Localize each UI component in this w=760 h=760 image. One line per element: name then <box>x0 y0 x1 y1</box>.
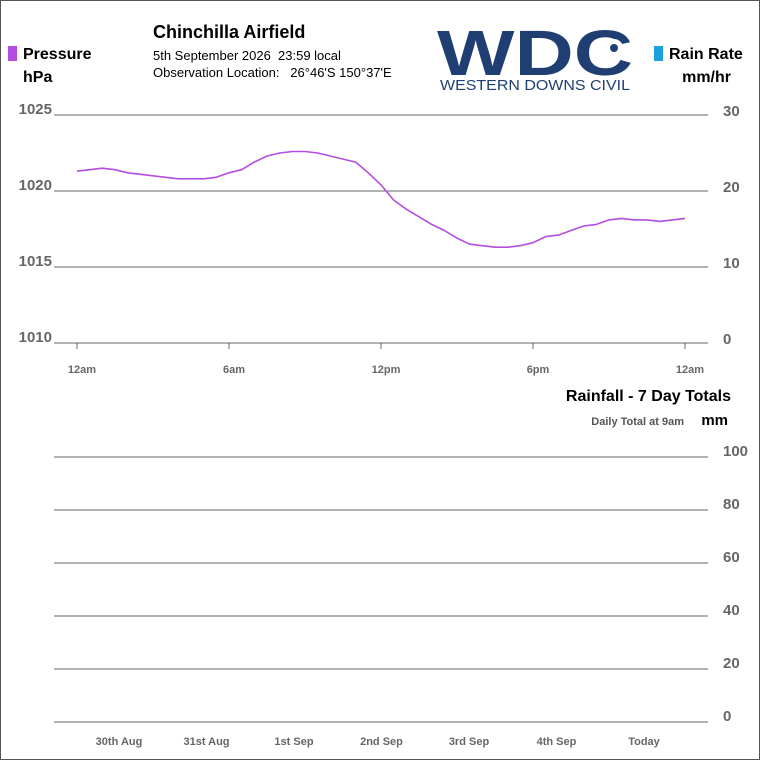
y-right-tick-label: 40 <box>723 602 740 619</box>
wdc-logo-graphic: WDC WESTERN DOWNS CIVIL <box>437 17 633 94</box>
rainfall-unit-label: mm <box>701 412 728 429</box>
pressure-chart: 1025 1020 1015 1010 30 20 10 0 12am 6am 12pm 6pm 12a… <box>19 101 740 376</box>
pressure-legend-swatch <box>8 46 17 61</box>
y-right-tick-label: 20 <box>723 655 740 672</box>
x-tick-label: 12pm <box>372 364 401 376</box>
rainfall-subtitle: Daily Total at 9am <box>591 416 684 428</box>
pressure-series-line <box>76 150 686 248</box>
y-right-tick-label: 80 <box>723 496 740 513</box>
y-right-tick-label: 0 <box>723 331 731 348</box>
pressure-unit-label: hPa <box>23 69 53 86</box>
y-right-tick-label: 100 <box>723 443 748 460</box>
x-category-label: Today <box>628 736 660 748</box>
x-category-label: 4th Sep <box>537 736 577 748</box>
gear-icon <box>605 39 623 57</box>
y-right-tick-label: 10 <box>723 255 740 272</box>
station-name: Chinchilla Airfield <box>153 22 306 42</box>
logo-letters: WDC <box>437 17 633 89</box>
y-right-tick-label: 20 <box>723 179 740 196</box>
date-line: 5th September 2026 23:59 local <box>153 48 341 63</box>
y-right-tick-label: 0 <box>723 708 731 725</box>
rain-rate-legend-label: Rain Rate <box>669 46 743 63</box>
y-left-tick-label: 1015 <box>19 253 52 270</box>
x-category-label: 31st Aug <box>183 736 229 748</box>
x-tick-label: 6am <box>223 364 245 376</box>
x-tick-label: 12am <box>676 364 704 376</box>
x-category-label: 1st Sep <box>274 736 313 748</box>
wdc-logo: WDC WESTERN DOWNS CIVIL <box>437 17 637 95</box>
x-tick-label: 12am <box>68 364 96 376</box>
rainfall-title: Rainfall - 7 Day Totals <box>565 388 731 405</box>
y-right-tick-label: 30 <box>723 103 740 120</box>
x-category-label: 2nd Sep <box>360 736 403 748</box>
x-category-label: 3rd Sep <box>449 736 490 748</box>
y-left-tick-label: 1010 <box>19 329 52 346</box>
rain-rate-legend-swatch <box>654 46 663 61</box>
y-left-tick-label: 1020 <box>19 177 52 194</box>
pressure-legend-label: Pressure <box>23 46 92 63</box>
x-tick-label: 6pm <box>527 364 550 376</box>
rain-rate-unit-label: mm/hr <box>682 69 731 86</box>
y-left-tick-label: 1025 <box>19 101 52 118</box>
location-line: Observation Location: 26°46'S 150°37'E <box>153 65 392 80</box>
x-category-label: 30th Aug <box>96 736 143 748</box>
logo-subtitle: WESTERN DOWNS CIVIL <box>440 77 630 94</box>
y-right-tick-label: 60 <box>723 549 740 566</box>
